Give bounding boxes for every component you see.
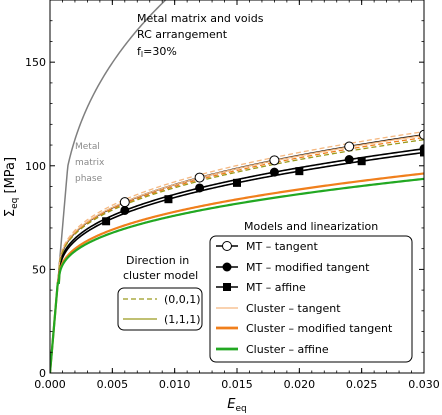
legend-direction-title-2: cluster model <box>123 269 198 282</box>
series-cluster-affine-111-line <box>50 177 424 373</box>
legend-cluster-tangent-label: Cluster – tangent <box>246 302 341 315</box>
y-tick-label: 100 <box>25 160 46 173</box>
legend-cluster-affine-label: Cluster – affine <box>246 343 329 356</box>
series-mt-tangent-marker <box>119 197 130 208</box>
series-cluster-tangent-001-line <box>50 130 424 373</box>
x-tick-label: 0.030 <box>408 378 440 391</box>
legend-cluster-modified-label: Cluster – modified tangent <box>246 322 393 335</box>
annotation-volume-fraction: fl=30% <box>137 45 177 59</box>
series-mt-modified-tangent-marker <box>195 183 205 193</box>
series-mt-affine-marker <box>233 178 241 187</box>
series-mt-tangent-marker <box>269 155 280 166</box>
series-mt-tangent-marker <box>194 172 205 183</box>
series-mt-affine-marker <box>164 195 173 204</box>
legend-direction-title-1: Direction in <box>126 254 189 267</box>
y-tick-label: 0 <box>39 367 46 380</box>
marker-layer <box>102 129 424 226</box>
y-axis-ticks: 0 50 100 150 <box>25 20 424 380</box>
phase-label-2: matrix <box>75 158 105 168</box>
series-mt-modified-tangent-marker <box>120 205 130 215</box>
series-mt-affine-marker <box>357 157 366 166</box>
series-mt-modified-tangent-line <box>50 147 424 373</box>
legend-mt-affine-label: MT – affine <box>246 281 306 294</box>
series-layer <box>50 0 424 373</box>
series-mt-affine-marker <box>420 148 424 157</box>
series-cluster-affine-001-line <box>50 139 424 373</box>
x-axis-ticks: 0.000 0.005 0.010 0.015 0.020 0.025 0.030 <box>34 0 440 391</box>
series-mt-tangent-marker <box>419 129 424 140</box>
x-axis-label: Eeq <box>227 397 246 414</box>
series-matrix-line <box>50 0 167 373</box>
x-tick-label: 0.000 <box>34 378 66 391</box>
x-tick-label: 0.010 <box>159 378 191 391</box>
y-axis-label: Σeq [MPa] <box>3 157 20 217</box>
legend-open-circle-icon <box>222 241 232 251</box>
series-cluster-modified-tangent-111-line <box>50 172 424 373</box>
phase-label-3: phase <box>75 174 103 184</box>
series-mt-affine-line <box>50 151 424 373</box>
series-mt-modified-tangent-marker <box>269 167 279 177</box>
legend-mt-tangent-label: MT – tangent <box>246 240 318 253</box>
x-tick-label: 0.005 <box>97 378 129 391</box>
x-tick-label: 0.025 <box>346 378 378 391</box>
x-tick-label: 0.015 <box>221 378 253 391</box>
legend-models-box <box>209 235 413 363</box>
annotation-line-2: RC arrangement <box>137 28 228 41</box>
legend-filled-square-icon <box>223 283 231 291</box>
y-tick-label: 150 <box>25 56 46 69</box>
series-mt-tangent-marker <box>344 141 355 152</box>
annotation-line-1: Metal matrix and voids <box>137 12 264 25</box>
phase-label-1: Metal <box>75 142 100 152</box>
series-cluster-tangent-111-line <box>50 134 424 373</box>
legend-models-title: Models and linearization <box>244 220 378 233</box>
legend-direction-111-label: (1,1,1) <box>164 313 201 326</box>
legend-mt-modified-label: MT – modified tangent <box>246 261 370 274</box>
legend-direction-001-label: (0,0,1) <box>164 293 201 306</box>
series-mt-modified-tangent-marker <box>344 155 354 165</box>
x-tick-label: 0.020 <box>284 378 316 391</box>
legend-direction: Direction in cluster model (0,0,1) (1,1,… <box>117 254 203 331</box>
series-mt-affine-marker <box>295 167 304 176</box>
legend-models: Models and linearization MT – tangent MT… <box>209 220 413 363</box>
y-tick-label: 50 <box>32 263 46 276</box>
legend-filled-circle-icon <box>222 262 232 272</box>
series-mt-affine-marker <box>102 217 111 226</box>
